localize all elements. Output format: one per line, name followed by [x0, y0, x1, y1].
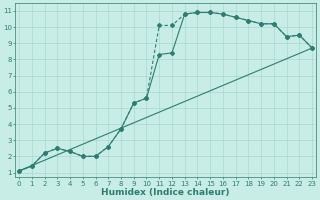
X-axis label: Humidex (Indice chaleur): Humidex (Indice chaleur)	[101, 188, 230, 197]
